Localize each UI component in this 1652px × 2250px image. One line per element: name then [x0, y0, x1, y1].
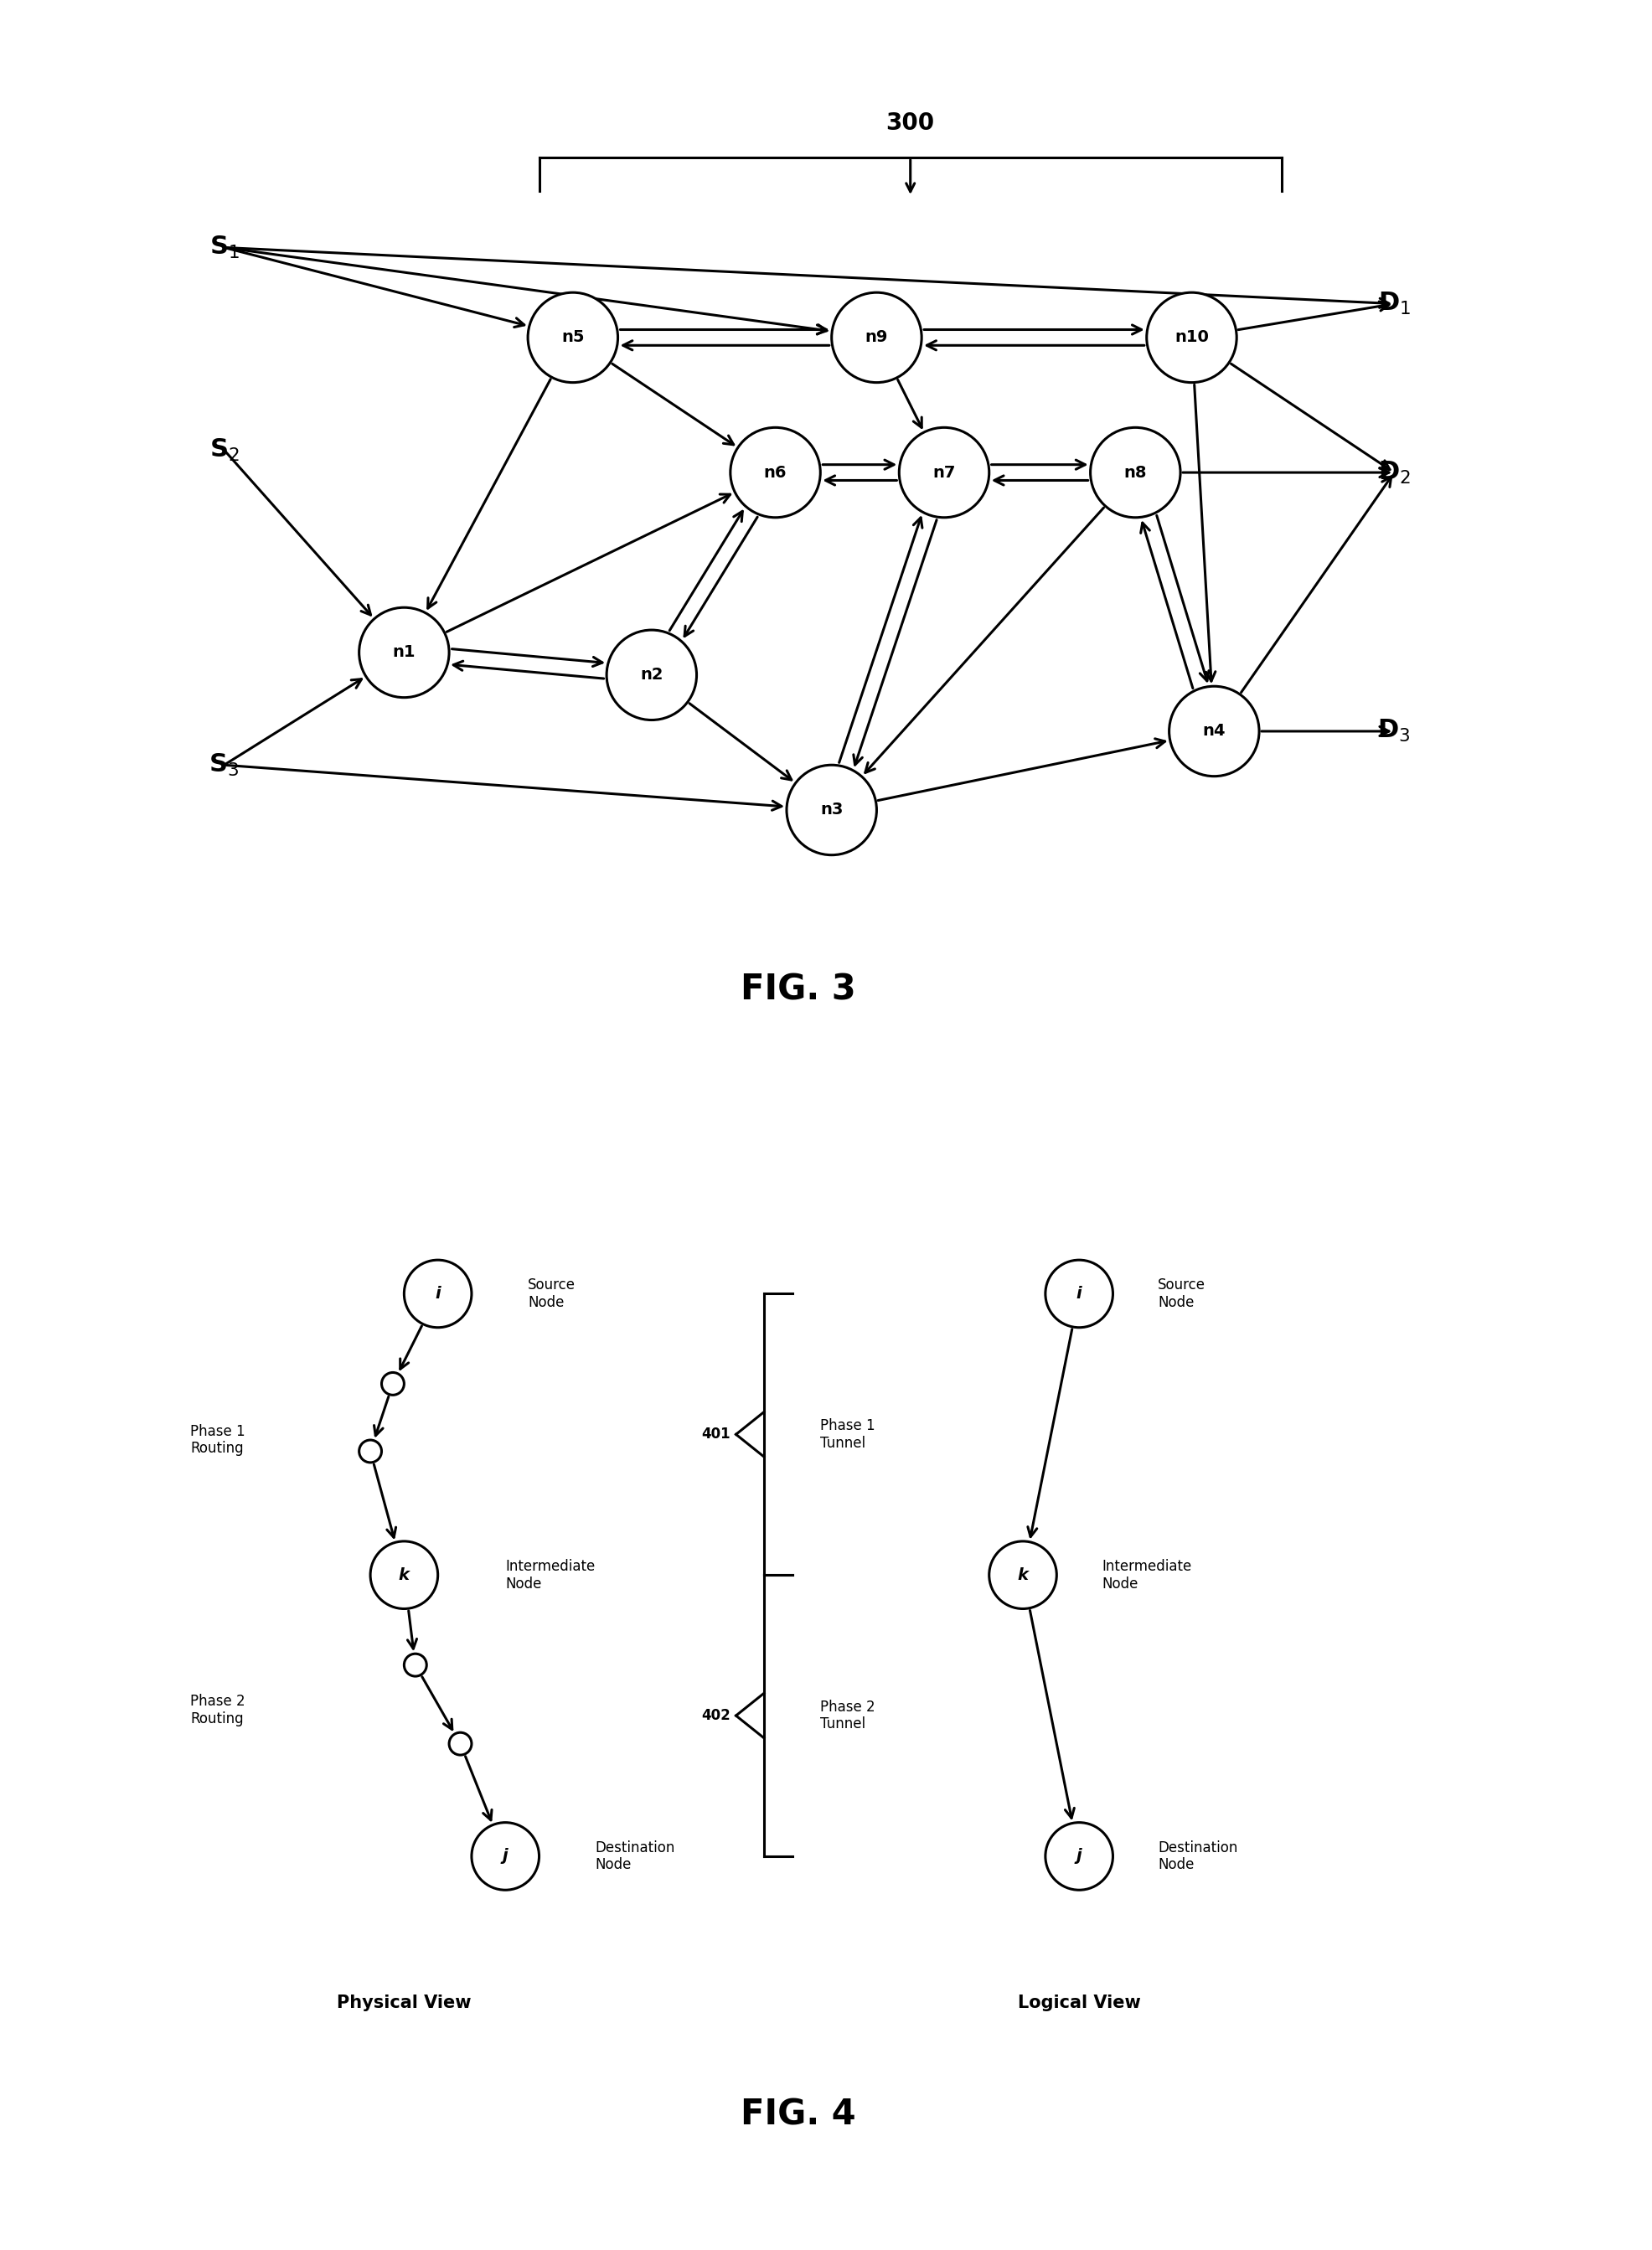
Text: $\mathbf{D}_3$: $\mathbf{D}_3$ — [1378, 718, 1411, 745]
Text: Physical View: Physical View — [337, 1993, 471, 2011]
Circle shape — [529, 292, 618, 382]
Text: Destination
Node: Destination Node — [1158, 1840, 1237, 1872]
Text: FIG. 4: FIG. 4 — [740, 2097, 856, 2133]
Text: Source
Node: Source Node — [1158, 1278, 1206, 1309]
Text: Intermediate
Node: Intermediate Node — [506, 1559, 595, 1591]
Circle shape — [990, 1541, 1057, 1609]
Text: Intermediate
Node: Intermediate Node — [1102, 1559, 1191, 1591]
Text: j: j — [502, 1847, 509, 1865]
Circle shape — [1146, 292, 1237, 382]
Circle shape — [786, 765, 877, 855]
Text: Phase 1
Tunnel: Phase 1 Tunnel — [821, 1418, 876, 1451]
Text: $\mathbf{S}_1$: $\mathbf{S}_1$ — [210, 234, 240, 261]
Text: i: i — [434, 1285, 441, 1303]
Circle shape — [370, 1541, 438, 1609]
Text: n2: n2 — [639, 666, 662, 684]
Text: Source
Node: Source Node — [529, 1278, 575, 1309]
Circle shape — [1170, 686, 1259, 776]
Text: Logical View: Logical View — [1018, 1993, 1140, 2011]
Text: Phase 1
Routing: Phase 1 Routing — [190, 1424, 244, 1456]
Text: n9: n9 — [866, 328, 889, 346]
Text: 402: 402 — [700, 1708, 730, 1724]
Circle shape — [471, 1823, 539, 1890]
Circle shape — [382, 1372, 405, 1395]
Text: Phase 2
Tunnel: Phase 2 Tunnel — [821, 1699, 876, 1732]
Text: Phase 2
Routing: Phase 2 Routing — [190, 1694, 244, 1726]
Text: 401: 401 — [702, 1426, 730, 1442]
Circle shape — [606, 630, 697, 720]
Text: n4: n4 — [1203, 722, 1226, 740]
Text: FIG. 3: FIG. 3 — [740, 972, 856, 1008]
Text: n7: n7 — [933, 463, 955, 481]
Text: 300: 300 — [885, 112, 935, 135]
Circle shape — [831, 292, 922, 382]
Text: $\mathbf{D}_2$: $\mathbf{D}_2$ — [1378, 459, 1411, 486]
Circle shape — [405, 1654, 426, 1676]
Text: n3: n3 — [819, 801, 843, 819]
Text: Destination
Node: Destination Node — [595, 1840, 676, 1872]
Circle shape — [358, 608, 449, 697]
Circle shape — [449, 1732, 471, 1755]
Circle shape — [730, 428, 821, 518]
Circle shape — [358, 1440, 382, 1462]
Circle shape — [1090, 428, 1181, 518]
Circle shape — [405, 1260, 471, 1327]
Circle shape — [899, 428, 990, 518]
Text: $\mathbf{D}_1$: $\mathbf{D}_1$ — [1378, 290, 1411, 317]
Text: j: j — [1077, 1847, 1082, 1865]
Text: n6: n6 — [763, 463, 786, 481]
Text: k: k — [398, 1566, 410, 1584]
Text: i: i — [1077, 1285, 1082, 1303]
Text: k: k — [1018, 1566, 1028, 1584]
Text: n5: n5 — [562, 328, 585, 346]
Text: $\mathbf{S}_3$: $\mathbf{S}_3$ — [208, 752, 240, 778]
Text: $\mathbf{S}_2$: $\mathbf{S}_2$ — [210, 436, 240, 464]
Text: n10: n10 — [1175, 328, 1209, 346]
Text: n8: n8 — [1123, 463, 1146, 481]
Text: n1: n1 — [393, 643, 416, 661]
Circle shape — [1046, 1260, 1113, 1327]
Circle shape — [1046, 1823, 1113, 1890]
